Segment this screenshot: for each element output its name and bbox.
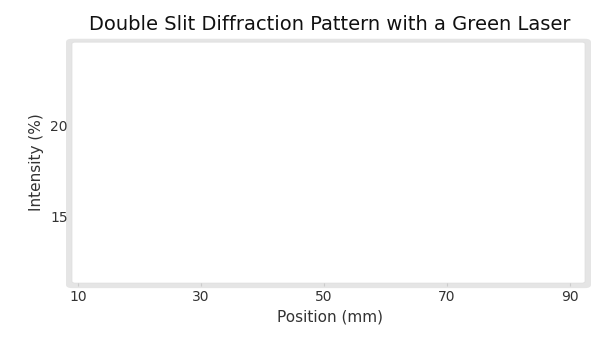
Y-axis label: Intensity (%): Intensity (%) — [29, 113, 44, 211]
Title: Double Slit Diffraction Pattern with a Green Laser: Double Slit Diffraction Pattern with a G… — [89, 15, 571, 34]
X-axis label: Position (mm): Position (mm) — [277, 310, 383, 325]
